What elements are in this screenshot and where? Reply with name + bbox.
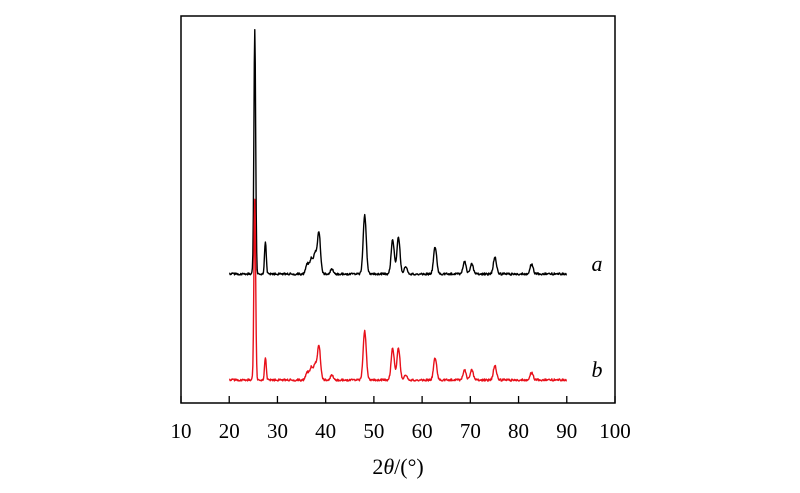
x-axis-title: 2θ/(°) xyxy=(372,454,423,479)
x-tick-label: 40 xyxy=(315,419,336,443)
x-axis-ticks xyxy=(180,396,616,403)
x-tick-label: 30 xyxy=(267,419,288,443)
x-tick-label: 70 xyxy=(460,419,481,443)
x-tick-label: 80 xyxy=(508,419,529,443)
x-axis-tick-labels: 10 20 30 40 50 60 70 80 90 100 xyxy=(171,419,631,443)
series-line-b xyxy=(229,198,567,382)
series-labels: ab xyxy=(592,251,603,382)
plot-frame xyxy=(180,15,616,404)
series-line-a xyxy=(229,28,567,276)
x-tick-label: 10 xyxy=(171,419,192,443)
series-lines xyxy=(229,28,567,382)
series-label-a: a xyxy=(592,251,603,276)
x-tick-label: 50 xyxy=(363,419,384,443)
x-tick-label: 100 xyxy=(599,419,631,443)
series-label-b: b xyxy=(592,357,603,382)
x-tick-label: 60 xyxy=(412,419,433,443)
x-tick-label: 20 xyxy=(219,419,240,443)
x-tick-label: 90 xyxy=(556,419,577,443)
